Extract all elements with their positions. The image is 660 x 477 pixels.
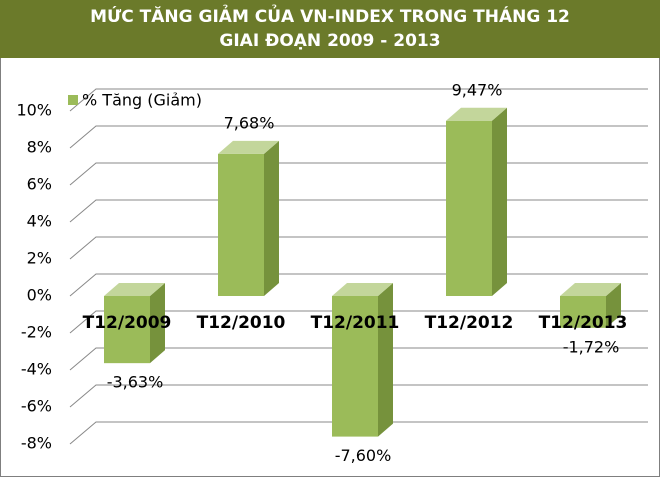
legend-label: % Tăng (Giảm) xyxy=(82,91,202,110)
value-label: 7,68% xyxy=(224,113,275,132)
value-label: -7,60% xyxy=(335,446,392,465)
grid-line xyxy=(69,88,648,112)
y-tick-label: 0% xyxy=(27,286,52,305)
bar xyxy=(332,296,378,437)
bar-side xyxy=(606,283,621,328)
bar-side xyxy=(378,283,393,437)
value-label: -1,72% xyxy=(563,337,620,356)
bar-top xyxy=(104,283,165,296)
chart-subtitle: GIAI ĐOẠN 2009 - 2013 xyxy=(219,31,440,51)
y-tick-label: -4% xyxy=(21,360,52,379)
bar-side xyxy=(150,283,165,364)
grid-line xyxy=(69,421,648,445)
y-tick-label: 2% xyxy=(27,249,52,268)
x-tick-label: T12/2012 xyxy=(425,313,514,333)
bar xyxy=(446,120,492,297)
grid-line xyxy=(69,310,648,334)
x-tick-label: T12/2009 xyxy=(83,313,172,333)
y-tick-label: 6% xyxy=(27,175,52,194)
bar-top xyxy=(332,283,393,296)
legend-swatch xyxy=(68,95,78,105)
y-tick-label: 10% xyxy=(16,101,52,120)
bar-top xyxy=(560,283,621,296)
bar-side xyxy=(492,107,507,297)
bar-top xyxy=(218,140,279,154)
bar-side xyxy=(264,140,279,296)
grid-line xyxy=(69,384,648,408)
bar-top xyxy=(446,107,507,121)
grid-line xyxy=(69,347,648,371)
chart-title: MỨC TĂNG GIẢM CỦA VN-INDEX TRONG THÁNG 1… xyxy=(90,3,570,27)
value-label: -3,63% xyxy=(107,373,164,392)
y-tick-label: -6% xyxy=(21,397,52,416)
y-tick-label: -2% xyxy=(21,323,52,342)
x-tick-label: T12/2011 xyxy=(311,313,400,333)
bar xyxy=(104,296,150,364)
y-tick-label: 4% xyxy=(27,212,52,231)
x-tick-label: T12/2013 xyxy=(539,313,628,333)
title-banner xyxy=(0,0,660,58)
value-label: 9,47% xyxy=(452,80,503,99)
bar xyxy=(560,296,606,328)
x-tick-label: T12/2010 xyxy=(197,313,286,333)
y-tick-label: -8% xyxy=(21,434,52,453)
bar xyxy=(218,153,264,296)
y-tick-label: 8% xyxy=(27,138,52,157)
